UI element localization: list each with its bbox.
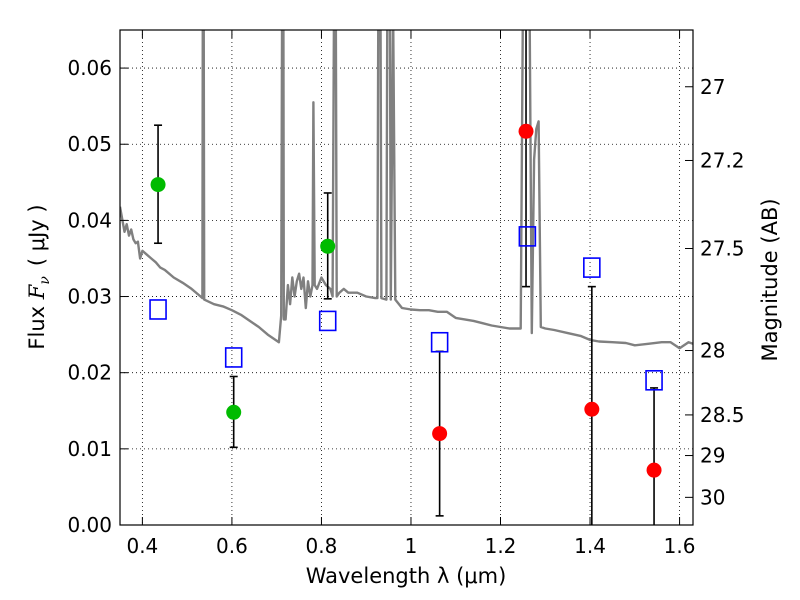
plot-background	[120, 30, 693, 525]
x-axis-label: Wavelength λ (μm)	[306, 564, 507, 588]
detection-point-circle	[646, 462, 662, 478]
y-tick-label: 0.04	[67, 208, 112, 232]
right-tick-label: 27	[700, 75, 725, 99]
detection-point-circle	[518, 123, 534, 139]
right-axis-label: Magnitude (AB)	[758, 198, 782, 361]
right-tick-label: 29	[700, 444, 725, 468]
model-points-layer	[149, 226, 663, 391]
detection-point-circle	[320, 238, 336, 254]
y-axis-label-unit: ( μJy )	[25, 204, 49, 266]
y-axis-label-symbol: F	[25, 283, 49, 300]
right-tick-label: 27.2	[700, 148, 745, 172]
right-tick-label: 27.5	[700, 236, 745, 260]
y-tick-label: 0.03	[67, 285, 112, 309]
detection-points-layer	[150, 123, 662, 478]
x-tick-label: 1.2	[485, 534, 517, 558]
right-tick-label: 28	[700, 339, 725, 363]
right-tick-label: 30	[700, 485, 725, 509]
model-point-square	[430, 331, 449, 353]
model-point-square	[318, 310, 337, 332]
x-tick-label: 0.6	[216, 534, 248, 558]
detection-point-circle	[150, 177, 166, 193]
y-axis-label-subscript: ν	[37, 276, 53, 285]
plot-frame	[119, 29, 694, 526]
detection-point-circle	[584, 401, 600, 417]
y-tick-label: 0.02	[67, 361, 112, 385]
axis-ticks: 0.4 0.6 0.8 1 1.2 1.4 1.6 0.00 0.01 0.02 0.03 0.04 0…	[67, 30, 745, 558]
x-tick-label: 0.8	[306, 534, 338, 558]
model-point-square	[583, 257, 601, 278]
x-tick-label: 1.6	[664, 534, 696, 558]
x-tick-label: 1	[405, 534, 418, 558]
model-point-square	[518, 226, 537, 247]
model-point-square	[224, 347, 243, 368]
y-axis-label-prefix: Flux	[25, 299, 49, 349]
x-tick-label: 1.4	[574, 534, 606, 558]
y-tick-label: 0.00	[67, 513, 112, 537]
y-tick-label: 0.06	[67, 56, 112, 80]
model-point-square	[149, 299, 167, 320]
model-point-square	[645, 370, 663, 391]
y-tick-label: 0.01	[67, 437, 112, 461]
y-tick-label: 0.05	[67, 132, 112, 156]
x-tick-label: 0.4	[126, 534, 158, 558]
grid-lines	[120, 30, 693, 526]
detection-point-circle	[226, 404, 242, 420]
y-axis-label: Flux Fν ( μJy )	[25, 204, 53, 349]
detection-point-circle	[432, 426, 448, 442]
right-tick-label: 28.5	[700, 403, 745, 427]
